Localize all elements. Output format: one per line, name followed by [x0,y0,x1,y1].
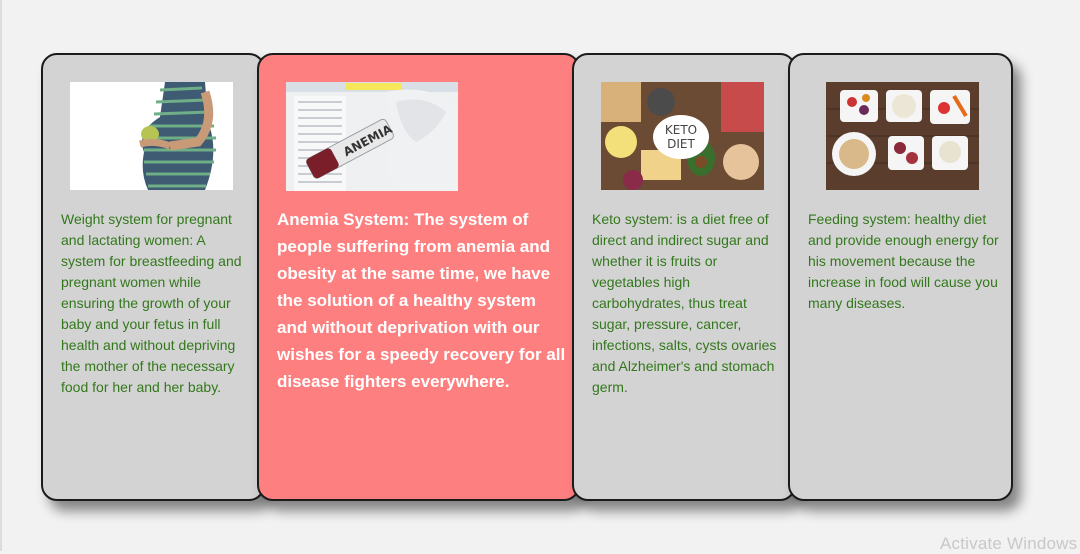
activate-windows-watermark: Activate Windows [940,534,1078,553]
card-keto-system[interactable]: KETO DIET Keto system: is a diet free of… [572,53,796,501]
card-description: Anemia System: The system of people suff… [277,210,566,391]
page-edge [0,0,2,551]
pregnant-woman-image [70,82,233,190]
card-description: Keto system: is a diet free of direct an… [592,211,777,395]
card-feeding-system[interactable]: Feeding system: healthy diet and provide… [788,53,1013,501]
card-weight-system[interactable]: Weight system for pregnant and lactating… [41,53,265,501]
healthy-food-bowls-image [826,82,979,190]
anemia-blood-test-image: ANEMIA [286,82,458,191]
keto-diet-food-image: KETO DIET [601,82,764,190]
card-description: Feeding system: healthy diet and provide… [808,211,999,311]
image-label-diet: DIET [667,137,695,151]
card-anemia-system[interactable]: ANEMIA Anemia System: The system of peop… [257,53,580,501]
image-label-keto: KETO [665,123,697,137]
card-description: Weight system for pregnant and lactating… [61,211,242,395]
